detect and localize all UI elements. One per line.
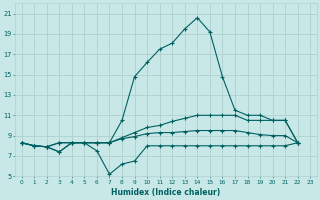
X-axis label: Humidex (Indice chaleur): Humidex (Indice chaleur) [111,188,220,197]
